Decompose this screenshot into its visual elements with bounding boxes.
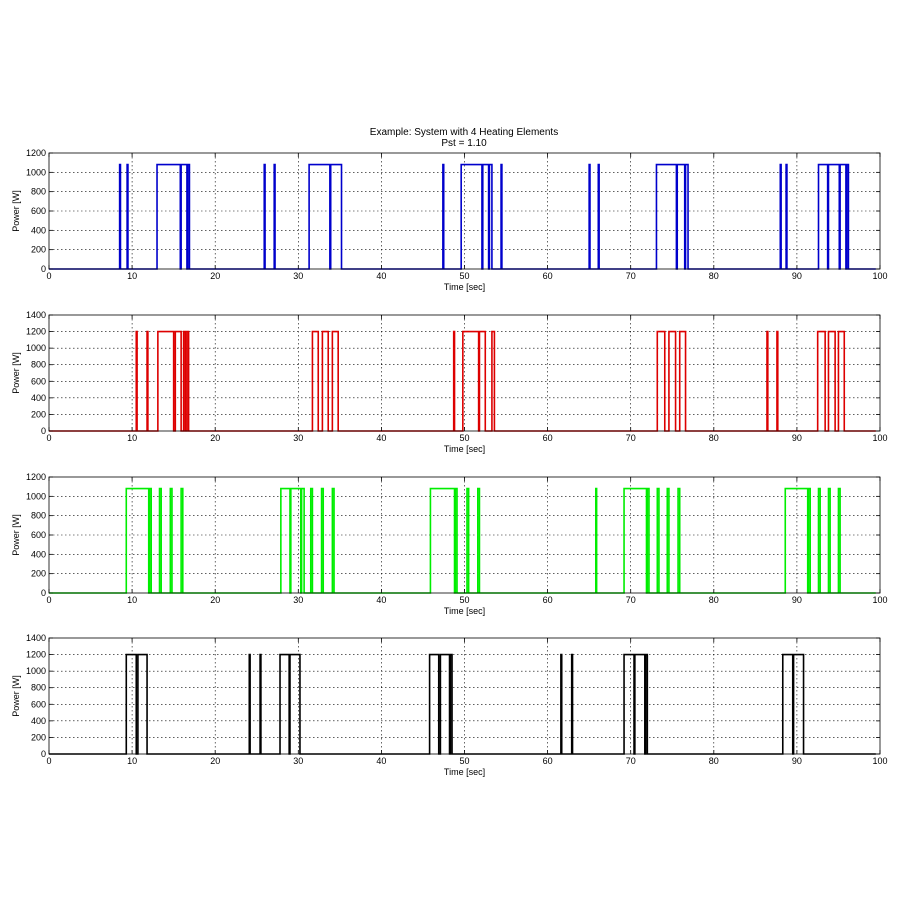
x-tick-label: 90 <box>792 271 802 281</box>
series-line <box>49 487 876 594</box>
x-tick-label: 60 <box>543 595 553 605</box>
x-tick-label: 90 <box>792 756 802 766</box>
x-tick-label: 100 <box>872 595 887 605</box>
x-tick-label: 90 <box>792 595 802 605</box>
x-tick-label: 70 <box>626 595 636 605</box>
y-tick-label: 1000 <box>26 167 46 177</box>
x-tick-label: 60 <box>543 271 553 281</box>
x-tick-label: 20 <box>210 595 220 605</box>
x-tick-label: 30 <box>293 271 303 281</box>
y-tick-label: 600 <box>31 699 46 709</box>
x-axis-label: Time [sec] <box>444 444 485 454</box>
x-tick-label: 20 <box>210 433 220 443</box>
y-tick-label: 600 <box>31 206 46 216</box>
x-tick-label: 10 <box>127 756 137 766</box>
y-tick-label: 200 <box>31 409 46 419</box>
x-tick-label: 40 <box>376 271 386 281</box>
x-tick-label: 40 <box>376 433 386 443</box>
subplot-2: 0 10 20 30 40 50 60 70 80 90 100020040060080010001… <box>11 310 888 454</box>
x-tick-label: 30 <box>293 595 303 605</box>
y-tick-label: 1400 <box>26 310 46 320</box>
x-tick-label: 50 <box>459 595 469 605</box>
subplot-1: 0 10 20 30 40 50 60 70 80 90 100020040060080010001… <box>11 148 888 292</box>
y-tick-label: 1200 <box>26 650 46 660</box>
x-tick-label: 70 <box>626 433 636 443</box>
y-tick-label: 1000 <box>26 666 46 676</box>
y-tick-label: 1400 <box>26 633 46 643</box>
x-tick-label: 20 <box>210 756 220 766</box>
x-tick-label: 20 <box>210 271 220 281</box>
x-tick-label: 40 <box>376 595 386 605</box>
x-tick-label: 60 <box>543 756 553 766</box>
series-line <box>49 163 876 270</box>
y-tick-label: 800 <box>31 187 46 197</box>
x-tick-label: 80 <box>709 433 719 443</box>
x-tick-label: 40 <box>376 756 386 766</box>
figure-title: Example: System with 4 Heating Elements <box>370 127 558 138</box>
y-tick-label: 400 <box>31 716 46 726</box>
x-tick-label: 30 <box>293 756 303 766</box>
y-tick-label: 800 <box>31 683 46 693</box>
x-axis-label: Time [sec] <box>444 767 485 777</box>
y-tick-label: 1200 <box>26 472 46 482</box>
y-tick-label: 600 <box>31 530 46 540</box>
x-tick-label: 0 <box>46 756 51 766</box>
y-tick-label: 400 <box>31 225 46 235</box>
x-tick-label: 100 <box>872 756 887 766</box>
x-tick-label: 50 <box>459 433 469 443</box>
figure-subtitle: Pst = 1.10 <box>441 138 487 149</box>
subplot-4: 0 10 20 30 40 50 60 70 80 90 100020040060080010001… <box>11 633 888 777</box>
y-tick-label: 400 <box>31 393 46 403</box>
y-tick-label: 400 <box>31 549 46 559</box>
x-tick-label: 10 <box>127 271 137 281</box>
x-tick-label: 100 <box>872 271 887 281</box>
subplots: 0 10 20 30 40 50 60 70 80 90 100020040060080010001… <box>11 148 888 777</box>
y-tick-label: 1000 <box>26 343 46 353</box>
x-tick-label: 0 <box>46 433 51 443</box>
y-tick-label: 1200 <box>26 148 46 158</box>
y-tick-label: 800 <box>31 511 46 521</box>
x-tick-label: 80 <box>709 595 719 605</box>
x-tick-label: 70 <box>626 271 636 281</box>
y-tick-label: 0 <box>41 588 46 598</box>
x-tick-label: 70 <box>626 756 636 766</box>
x-tick-label: 10 <box>127 433 137 443</box>
subplot-3: 0 10 20 30 40 50 60 70 80 90 100020040060080010001… <box>11 472 888 616</box>
y-tick-label: 0 <box>41 749 46 759</box>
x-axis-label: Time [sec] <box>444 606 485 616</box>
y-tick-label: 200 <box>31 569 46 579</box>
x-tick-label: 30 <box>293 433 303 443</box>
x-axis-label: Time [sec] <box>444 282 485 292</box>
x-tick-label: 90 <box>792 433 802 443</box>
y-tick-label: 200 <box>31 245 46 255</box>
y-tick-label: 1200 <box>26 327 46 337</box>
y-axis-label: Power [W] <box>11 675 21 717</box>
x-tick-label: 80 <box>709 756 719 766</box>
y-tick-label: 0 <box>41 426 46 436</box>
x-tick-label: 50 <box>459 271 469 281</box>
x-tick-label: 50 <box>459 756 469 766</box>
y-axis-label: Power [W] <box>11 514 21 556</box>
x-tick-label: 0 <box>46 595 51 605</box>
y-tick-label: 800 <box>31 360 46 370</box>
y-axis-label: Power [W] <box>11 190 21 232</box>
x-tick-label: 80 <box>709 271 719 281</box>
series-line <box>49 330 876 432</box>
x-tick-label: 10 <box>127 595 137 605</box>
y-tick-label: 600 <box>31 376 46 386</box>
y-tick-label: 1000 <box>26 491 46 501</box>
y-tick-label: 0 <box>41 264 46 274</box>
x-tick-label: 0 <box>46 271 51 281</box>
y-tick-label: 200 <box>31 732 46 742</box>
y-axis-label: Power [W] <box>11 352 21 394</box>
x-tick-label: 60 <box>543 433 553 443</box>
x-tick-label: 100 <box>872 433 887 443</box>
